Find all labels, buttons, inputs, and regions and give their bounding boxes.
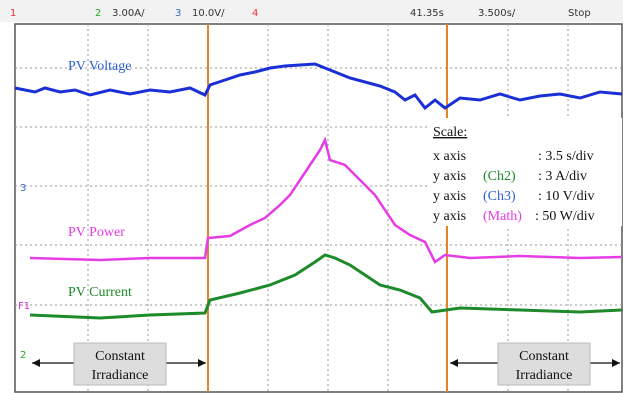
time: 41.35s bbox=[410, 8, 444, 19]
annotation-text: Irradiance bbox=[92, 368, 149, 383]
scale-title: Scale: bbox=[433, 125, 467, 140]
scope-screen: 1 2 3.00A/ 3 10.0V/ 4 41.35s 3.500s/ Sto… bbox=[0, 0, 623, 393]
scale-channel: (Math) bbox=[483, 209, 522, 224]
ch2-scale: 3.00A/ bbox=[112, 8, 145, 19]
scale-axis: y axis bbox=[433, 209, 466, 224]
scale-value: : 3 A/div bbox=[538, 169, 587, 184]
ch4: 4 bbox=[252, 8, 258, 19]
scale-axis: y axis bbox=[433, 169, 466, 184]
scale-box: Scale: x axis : 3.5 s/div y axis (Ch2) :… bbox=[428, 118, 622, 226]
ch3: 3 bbox=[175, 8, 181, 19]
ch2: 2 bbox=[95, 8, 101, 19]
ch1: 1 bbox=[10, 8, 16, 19]
annotation-text: Constant bbox=[519, 349, 569, 364]
marker: F1 bbox=[18, 301, 30, 312]
ch3-scale: 10.0V/ bbox=[192, 8, 225, 19]
scale-channel: (Ch3) bbox=[483, 189, 516, 204]
annotation-text: Constant bbox=[95, 349, 145, 364]
scale-axis: x axis bbox=[433, 149, 466, 164]
header-bar bbox=[0, 0, 623, 22]
scale-axis: y axis bbox=[433, 189, 466, 204]
scale-channel: (Ch2) bbox=[483, 169, 516, 184]
timebase: 3.500s/ bbox=[478, 8, 516, 19]
trace-label: PV Power bbox=[68, 225, 125, 240]
status: Stop bbox=[568, 8, 591, 19]
annotation-text: Irradiance bbox=[516, 368, 573, 383]
scale-value: : 50 W/div bbox=[535, 209, 595, 224]
scale-value: : 3.5 s/div bbox=[538, 149, 594, 164]
trace-label: PV Voltage bbox=[68, 59, 131, 74]
marker: 3 bbox=[20, 183, 26, 194]
scale-value: : 10 V/div bbox=[538, 189, 595, 204]
marker: 2 bbox=[20, 350, 26, 361]
trace-label: PV Current bbox=[68, 285, 132, 300]
